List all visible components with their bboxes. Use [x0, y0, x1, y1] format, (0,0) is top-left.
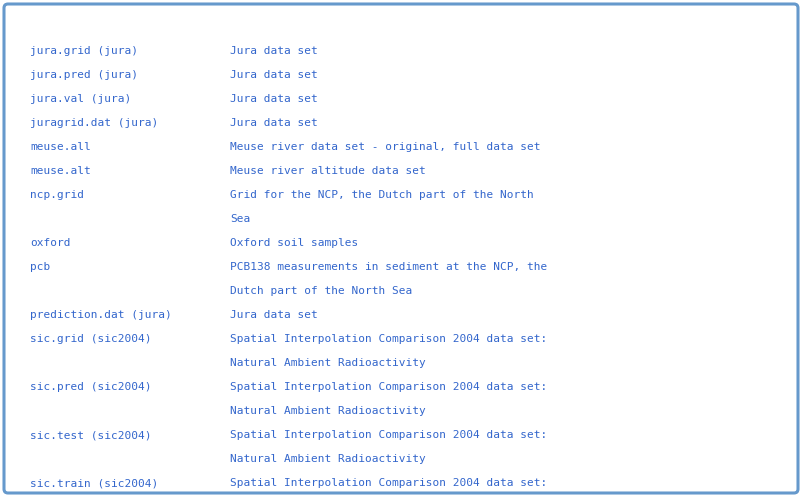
FancyBboxPatch shape	[4, 4, 798, 493]
Text: Grid for the NCP, the Dutch part of the North: Grid for the NCP, the Dutch part of the …	[230, 190, 534, 200]
Text: Spatial Interpolation Comparison 2004 data set:: Spatial Interpolation Comparison 2004 da…	[230, 334, 547, 344]
Text: Meuse river data set - original, full data set: Meuse river data set - original, full da…	[230, 142, 541, 152]
Text: oxford: oxford	[30, 238, 71, 248]
Text: PCB138 measurements in sediment at the NCP, the: PCB138 measurements in sediment at the N…	[230, 262, 547, 272]
Text: Spatial Interpolation Comparison 2004 data set:: Spatial Interpolation Comparison 2004 da…	[230, 478, 547, 488]
Text: Spatial Interpolation Comparison 2004 data set:: Spatial Interpolation Comparison 2004 da…	[230, 382, 547, 392]
Text: Spatial Interpolation Comparison 2004 data set:: Spatial Interpolation Comparison 2004 da…	[230, 430, 547, 440]
Text: Natural Ambient Radioactivity: Natural Ambient Radioactivity	[230, 358, 426, 368]
Text: pcb: pcb	[30, 262, 51, 272]
Text: jura.pred (jura): jura.pred (jura)	[30, 70, 138, 80]
Text: Oxford soil samples: Oxford soil samples	[230, 238, 358, 248]
Text: Jura data set: Jura data set	[230, 70, 318, 80]
Text: Dutch part of the North Sea: Dutch part of the North Sea	[230, 286, 412, 296]
Text: sic.train (sic2004): sic.train (sic2004)	[30, 478, 158, 488]
Text: sic.test (sic2004): sic.test (sic2004)	[30, 430, 152, 440]
Text: meuse.all: meuse.all	[30, 142, 91, 152]
Text: juragrid.dat (jura): juragrid.dat (jura)	[30, 118, 158, 128]
Text: Meuse river altitude data set: Meuse river altitude data set	[230, 166, 426, 176]
Text: Jura data set: Jura data set	[230, 46, 318, 56]
Text: ncp.grid: ncp.grid	[30, 190, 84, 200]
Text: Sea: Sea	[230, 214, 250, 224]
Text: Natural Ambient Radioactivity: Natural Ambient Radioactivity	[230, 406, 426, 416]
Text: Jura data set: Jura data set	[230, 310, 318, 320]
Text: meuse.alt: meuse.alt	[30, 166, 91, 176]
Text: jura.val (jura): jura.val (jura)	[30, 94, 132, 104]
Text: Jura data set: Jura data set	[230, 118, 318, 128]
Text: sic.grid (sic2004): sic.grid (sic2004)	[30, 334, 152, 344]
Text: Jura data set: Jura data set	[230, 94, 318, 104]
Text: prediction.dat (jura): prediction.dat (jura)	[30, 310, 172, 320]
Text: jura.grid (jura): jura.grid (jura)	[30, 46, 138, 56]
Text: Natural Ambient Radioactivity: Natural Ambient Radioactivity	[230, 454, 426, 464]
Text: sic.pred (sic2004): sic.pred (sic2004)	[30, 382, 152, 392]
